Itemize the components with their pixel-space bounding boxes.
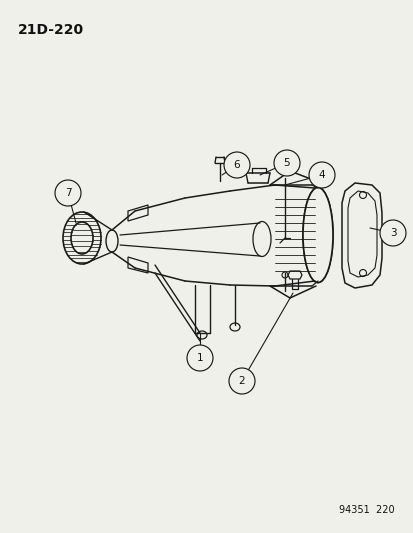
Circle shape [187, 345, 212, 371]
Text: 4: 4 [318, 170, 325, 180]
Text: 3: 3 [389, 228, 395, 238]
Text: 2: 2 [238, 376, 245, 386]
Text: 1: 1 [196, 353, 203, 363]
Circle shape [273, 150, 299, 176]
Text: 94351  220: 94351 220 [339, 505, 394, 515]
Circle shape [223, 152, 249, 178]
Text: 5: 5 [283, 158, 290, 168]
Text: 21D-220: 21D-220 [18, 23, 84, 37]
Text: 6: 6 [233, 160, 240, 170]
Circle shape [379, 220, 405, 246]
Text: 7: 7 [64, 188, 71, 198]
Circle shape [228, 368, 254, 394]
Circle shape [55, 180, 81, 206]
Ellipse shape [302, 188, 332, 282]
Circle shape [308, 162, 334, 188]
